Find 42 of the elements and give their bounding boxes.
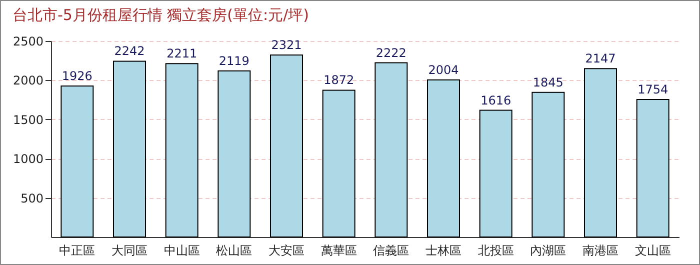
bar [60,86,94,238]
x-tick-label: 大同區 [112,244,148,258]
data-label: 2147 [585,52,616,66]
bar [165,63,198,238]
x-tick-label: 松山區 [216,244,252,258]
x-tick-label: 信義區 [373,244,410,258]
x-tick-label: 中山區 [164,244,200,258]
y-tick-label: 1000 [12,152,44,166]
data-label: 2321 [271,38,302,52]
x-tick-label: 中正區 [59,244,96,258]
chart-title: 台北市-5月份租屋行情 獨立套房(單位:元/坪) [12,6,310,24]
x-tick-label: 內湖區 [530,244,566,258]
data-label: 1926 [62,69,92,83]
data-label: 2222 [376,46,406,60]
bar [427,79,460,238]
data-label: 2119 [218,54,250,68]
bar [322,90,356,238]
bar [113,60,146,238]
y-tick-label: 1500 [12,112,44,127]
data-label: 2242 [114,44,145,58]
data-label: 1754 [638,82,668,96]
bar [636,98,670,238]
y-tick-label: 2500 [12,34,44,48]
bar [374,62,408,238]
data-label: 1616 [480,93,512,108]
bar [584,68,617,238]
x-tick-label: 萬華區 [320,244,357,258]
data-label: 1845 [532,75,564,90]
y-tick-label: 500 [20,191,44,206]
x-tick-label: 士林區 [426,244,462,258]
x-tick-label: 南港區 [582,244,618,258]
data-label: 1872 [324,73,354,88]
x-tick-label: 大安區 [268,244,304,258]
data-label: 2211 [166,46,198,61]
bar [270,54,303,238]
data-label: 2004 [428,62,459,77]
bar [218,70,251,238]
bar [532,92,565,238]
bar [479,110,512,238]
x-tick-label: 北投區 [478,244,514,258]
x-tick-label: 文山區 [634,244,671,258]
y-tick-label: 2000 [12,74,44,88]
